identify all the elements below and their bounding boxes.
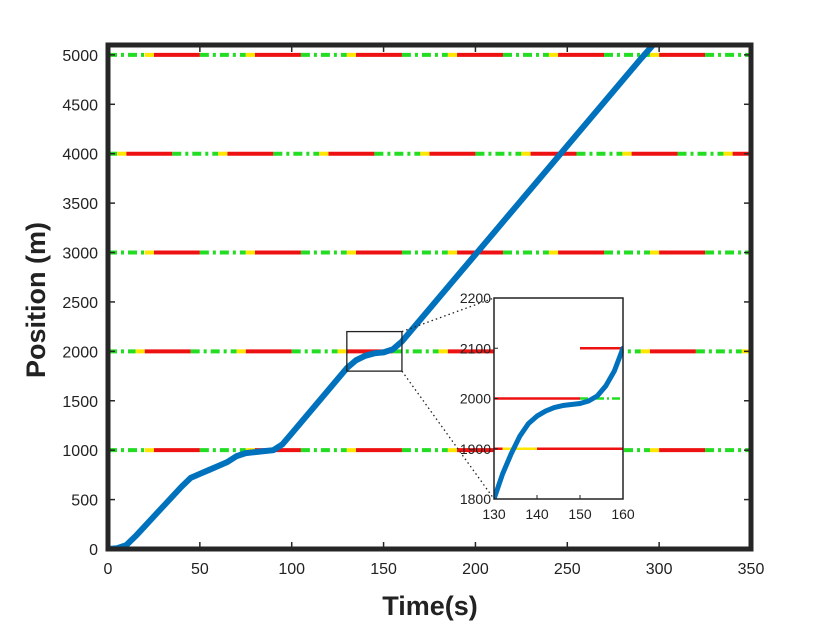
y-tick-label: 3000 bbox=[62, 246, 98, 263]
y-tick-label: 2500 bbox=[62, 295, 98, 312]
x-tick-label: 200 bbox=[462, 561, 489, 578]
inset-y-ticks: 1800 1900 2000 2100 2200 bbox=[460, 290, 498, 507]
inset-signal-lines bbox=[494, 347, 623, 450]
inset-y-tick-label: 1900 bbox=[460, 441, 491, 457]
x-tick-label: 150 bbox=[370, 561, 397, 578]
zoom-connectors bbox=[401, 297, 495, 500]
zoom-highlight-box bbox=[346, 330, 403, 372]
zoom-connector-top bbox=[401, 297, 495, 333]
y-tick-label: 4500 bbox=[62, 97, 98, 114]
x-tick-label: 100 bbox=[278, 561, 305, 578]
y-tick-label: 0 bbox=[89, 542, 98, 559]
x-tick-label: 250 bbox=[554, 561, 581, 578]
inset-y-tick-label: 2200 bbox=[460, 290, 491, 306]
inset-y-tick-label: 2100 bbox=[460, 340, 491, 356]
y-tick-label: 1000 bbox=[62, 443, 98, 460]
y-ticks: 0 500 1000 1500 2000 2500 3000 3500 4000 4500 5000 bbox=[62, 48, 751, 559]
inset-x-tick-label: 130 bbox=[482, 506, 506, 522]
trajectory-line bbox=[108, 45, 658, 549]
inset-chart: 130 140 150 160 1800 1900 2000 2100 2200 bbox=[460, 290, 635, 522]
trajectory-series bbox=[108, 45, 658, 549]
x-tick-label: 50 bbox=[191, 561, 209, 578]
plot-frame bbox=[105, 42, 754, 552]
inset-x-tick-label: 150 bbox=[568, 506, 592, 522]
inset-x-ticks: 130 140 150 160 bbox=[482, 495, 635, 522]
inset-trajectory bbox=[494, 345, 623, 499]
y-tick-label: 3500 bbox=[62, 196, 98, 213]
y-axis-title: Position (m) bbox=[21, 222, 51, 378]
y-tick-label: 5000 bbox=[62, 48, 98, 65]
inset-y-tick-label: 2000 bbox=[460, 391, 491, 407]
y-tick-label: 4000 bbox=[62, 147, 98, 164]
inset-x-tick-label: 160 bbox=[611, 506, 635, 522]
y-tick-label: 2000 bbox=[62, 344, 98, 361]
inset-y-tick-label: 1800 bbox=[460, 491, 491, 507]
x-tick-label: 350 bbox=[738, 561, 765, 578]
y-tick-label: 500 bbox=[71, 493, 98, 510]
x-ticks: 0 50 100 150 200 250 300 350 bbox=[104, 45, 765, 578]
x-axis-title: Time(s) bbox=[382, 591, 478, 621]
zoom-connector-bottom bbox=[401, 370, 495, 500]
inset-x-tick-label: 140 bbox=[525, 506, 549, 522]
x-tick-label: 0 bbox=[104, 561, 113, 578]
inset-trajectory-line bbox=[494, 345, 623, 499]
y-tick-label: 1500 bbox=[62, 394, 98, 411]
x-tick-label: 300 bbox=[646, 561, 673, 578]
